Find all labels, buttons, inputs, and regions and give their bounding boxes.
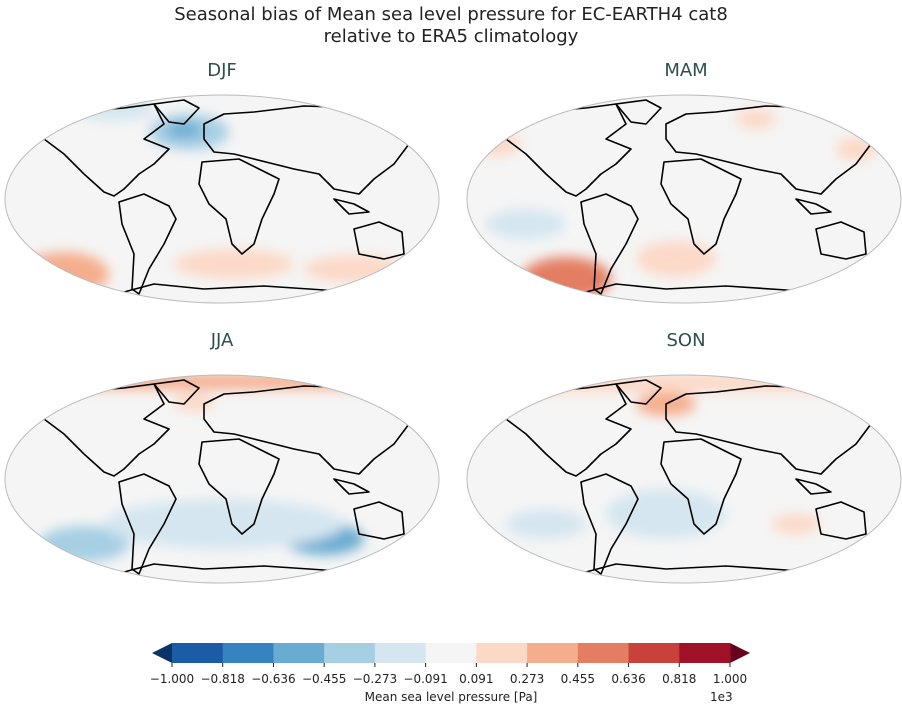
colorbar-tick-label: −0.455 — [301, 672, 347, 686]
panel-title-jja: JJA — [210, 330, 234, 351]
colorbar-label: Mean sea level pressure [Pa] — [364, 690, 538, 704]
colorbar-segment — [577, 643, 630, 663]
colorbar-tick-label: 0.455 — [560, 672, 595, 686]
colorbar-tick-label: 0.636 — [611, 672, 646, 686]
colorbar-tick-label: −0.636 — [251, 672, 296, 686]
panel-title-mam: MAM — [664, 60, 708, 81]
colorbar-tick-label: −1.000 — [149, 672, 195, 686]
colorbar-tick-label: −0.818 — [200, 672, 245, 686]
map-djf — [4, 94, 440, 304]
colorbar-segment — [374, 643, 427, 663]
colorbar-tick-label: −0.091 — [403, 672, 448, 686]
colorbar-segment — [172, 643, 224, 663]
panel-title-djf: DJF — [207, 60, 237, 81]
colorbar-tick-label: −0.273 — [352, 672, 398, 686]
colorbar-extend-low — [152, 643, 172, 663]
colorbar — [152, 643, 750, 667]
colorbar-scale: 1e3 — [710, 690, 733, 704]
colorbar-tick-label: 0.818 — [662, 672, 697, 686]
colorbar-tick-label: 0.091 — [459, 672, 494, 686]
figure-title-line1: Seasonal bias of Mean sea level pressure… — [174, 4, 728, 25]
colorbar-segment — [679, 643, 731, 663]
map-jja — [4, 374, 440, 584]
figure-title-line2: relative to ERA5 climatology — [323, 26, 579, 47]
map-mam — [466, 94, 902, 304]
colorbar-segment — [273, 643, 325, 663]
colorbar-segment — [527, 643, 579, 663]
colorbar-segment — [324, 643, 376, 663]
map-son — [466, 374, 902, 584]
panel-title-son: SON — [666, 330, 706, 351]
colorbar-tick-label: 1.000 — [712, 672, 748, 686]
colorbar-segment — [476, 643, 528, 663]
colorbar-tick-label: 0.273 — [509, 672, 545, 686]
colorbar-segment — [628, 643, 680, 663]
colorbar-extend-high — [730, 643, 750, 663]
colorbar-segment — [425, 643, 477, 663]
colorbar-segment — [222, 643, 274, 663]
